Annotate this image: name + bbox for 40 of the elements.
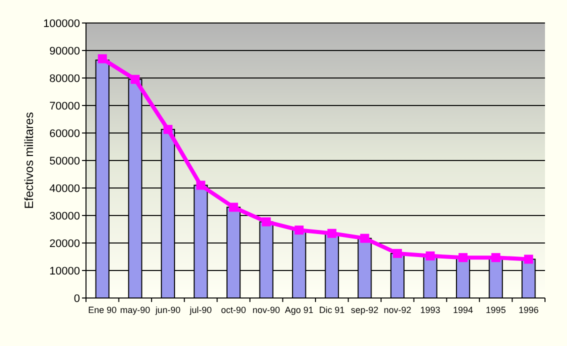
x-tick-label: jun-90 xyxy=(154,305,180,315)
point xyxy=(491,253,500,262)
y-tick-label: 100000 xyxy=(43,18,80,30)
y-tick-label: 50000 xyxy=(49,155,80,168)
point xyxy=(392,248,402,258)
y-tick-label: 30000 xyxy=(49,210,80,222)
point xyxy=(262,217,271,226)
y-axis-title: Efectivos militares xyxy=(22,112,36,209)
point xyxy=(524,254,534,264)
x-tick-label: may-90 xyxy=(120,305,150,315)
y-tick-label: 70000 xyxy=(49,100,80,112)
point xyxy=(360,234,370,243)
y-tick-label: 90000 xyxy=(49,45,80,58)
point xyxy=(426,251,435,260)
y-tick-label: 10000 xyxy=(49,265,80,278)
x-tick-label: 1994 xyxy=(453,305,474,315)
x-tick-label: jul-90 xyxy=(188,305,212,315)
point xyxy=(98,54,107,64)
x-tick-label: Dic 91 xyxy=(319,305,345,315)
point xyxy=(163,124,172,134)
point xyxy=(130,74,140,84)
x-tick-label: 1996 xyxy=(518,305,539,315)
point xyxy=(458,253,468,262)
y-tick-label: 40000 xyxy=(49,182,80,195)
x-tick-label: Ago 91 xyxy=(284,305,314,315)
y-tick-label: 60000 xyxy=(49,128,80,140)
x-tick-label: 1995 xyxy=(486,305,506,315)
x-tick-label: Ene 90 xyxy=(88,305,117,315)
x-tick-label: oct-90 xyxy=(221,305,246,315)
x-tick-label: nov-92 xyxy=(384,305,412,315)
y-tick-label: 0 xyxy=(74,292,80,305)
point xyxy=(229,202,238,212)
point xyxy=(196,180,206,190)
y-tick-label: 80000 xyxy=(49,72,80,85)
x-tick-label: 1993 xyxy=(420,305,440,315)
point xyxy=(327,228,336,238)
x-tick-label: nov-90 xyxy=(252,305,280,315)
point xyxy=(294,226,304,235)
x-tick-label: sep-92 xyxy=(350,305,378,315)
y-tick-label: 20000 xyxy=(49,238,80,250)
